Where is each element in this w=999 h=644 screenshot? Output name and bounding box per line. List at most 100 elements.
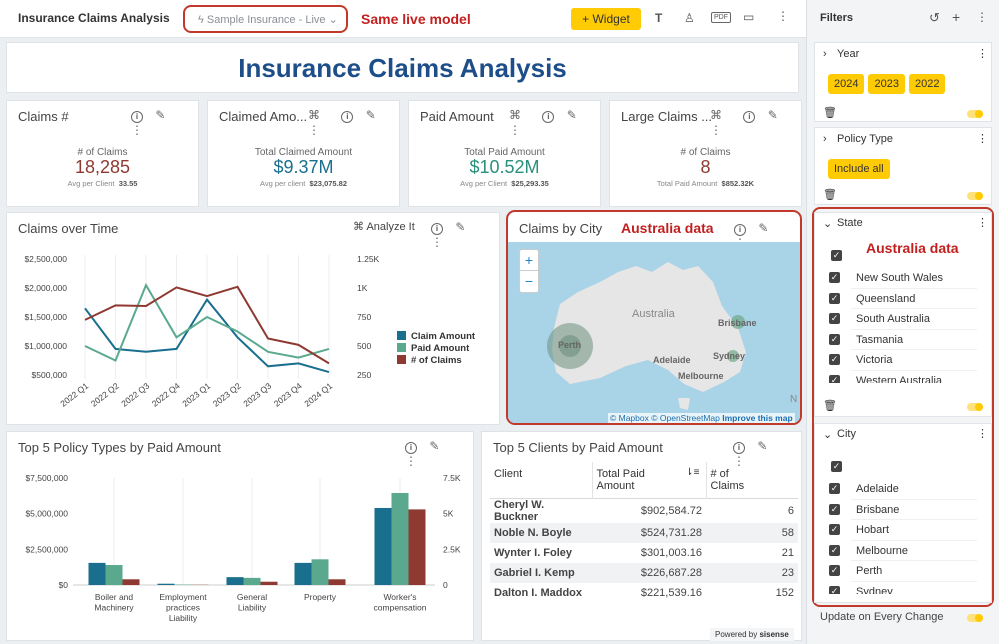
analyze-it-button[interactable]: ⌘ Analyze It [353, 220, 415, 233]
update-toggle[interactable] [967, 614, 983, 622]
city-item[interactable]: ✓ Hobart [815, 520, 993, 541]
select-all-checkbox[interactable]: ✓ [831, 458, 842, 476]
city-item[interactable]: ✓ Brisbane [815, 500, 993, 521]
more-icon[interactable]: ⋮ [431, 235, 452, 249]
reset-icon[interactable]: ↺ [929, 10, 940, 25]
chip-2024[interactable]: 2024 [828, 74, 865, 94]
state-item[interactable]: ✓ Tasmania [815, 330, 993, 351]
info-icon[interactable]: i [542, 111, 555, 123]
more-icon[interactable]: ⋮ [710, 123, 731, 137]
more-icon[interactable]: ⋮ [977, 428, 988, 440]
state-label: Queensland [856, 292, 916, 305]
city-item[interactable]: ✓ Adelaide [815, 479, 993, 500]
state-item[interactable]: ✓ Queensland [815, 289, 993, 310]
table-row[interactable]: Cheryl W. Buckner $902,584.72 6 [490, 498, 798, 523]
trash-icon[interactable]: 🗑 [823, 189, 837, 201]
zoom-in-button[interactable]: + [520, 250, 538, 271]
map-label-sydney: Sydney [713, 351, 745, 361]
monitor-icon[interactable]: ▭ [743, 10, 755, 24]
filter-person-icon[interactable]: ♙ [684, 11, 695, 25]
sort-icon[interactable]: ⇂≡ [685, 467, 700, 478]
more-icon[interactable]: ⋮ [405, 454, 426, 468]
mapbox-link[interactable]: © Mapbox [610, 413, 649, 423]
chip-2023[interactable]: 2023 [868, 74, 905, 94]
sisense-logo: sisense [759, 630, 789, 639]
chip-include-all[interactable]: Include all [828, 159, 890, 179]
col-total-paid-label: Total Paid Amount [596, 468, 645, 492]
chevron-down-icon[interactable]: ⌄ [823, 429, 833, 441]
table-row[interactable]: Gabriel I. Kemp $226,687.28 23 [490, 563, 798, 583]
table-row[interactable]: Dalton I. Maddox $221,539.16 152 [490, 583, 798, 603]
info-icon[interactable]: i [734, 224, 746, 236]
more-icon[interactable]: ⋮ [131, 123, 152, 137]
city-item[interactable]: ✓ Melbourne [815, 541, 993, 562]
info-icon[interactable]: i [405, 442, 417, 454]
add-widget-button[interactable]: + Widget [571, 8, 641, 30]
state-item[interactable]: ✓ Victoria [815, 350, 993, 371]
more-icon[interactable]: ⋮ [977, 217, 988, 229]
edit-icon[interactable]: ✎ [566, 108, 586, 122]
insights-icon[interactable]: ⌘ [710, 108, 731, 122]
add-filter-icon[interactable]: + [952, 9, 961, 25]
kpi-card: Large Claims ... ⌘ i ✎ ⋮ # of Claims 8 T… [609, 100, 802, 207]
trash-icon[interactable]: 🗑 [823, 107, 837, 119]
kpi-sub-value: $25,293.35 [511, 179, 549, 188]
city-item[interactable]: ✓ Perth [815, 561, 993, 582]
text-icon[interactable]: T [655, 11, 663, 25]
edit-icon[interactable]: ✎ [429, 439, 449, 453]
model-selector[interactable]: ϟ Sample Insurance - Live ⌄ [183, 5, 348, 33]
chevron-right-icon[interactable]: › [823, 133, 827, 145]
table-row[interactable]: Wynter I. Foley $301,003.16 21 [490, 543, 798, 563]
cell-claims: 152 [775, 587, 794, 599]
y-tick-label: $5,000,000 [25, 509, 68, 519]
edit-icon[interactable]: ✎ [757, 439, 777, 453]
info-icon[interactable]: i [431, 223, 443, 235]
line-chart: $2,500,000 $2,000,000 $1,500,000 $1,000,000… [24, 254, 475, 409]
kpi-card: Claims # i ✎ ⋮ # of Claims 18,285 Avg pe… [6, 100, 199, 207]
filter-toggle[interactable] [967, 110, 983, 118]
edit-icon[interactable]: ✎ [758, 221, 778, 235]
check-icon: ✓ [829, 524, 840, 535]
insights-icon[interactable]: ⌘ [308, 108, 329, 122]
osm-link[interactable]: © OpenStreetMap [651, 413, 720, 423]
more-icon[interactable]: ⋮ [777, 9, 789, 23]
improve-map-link[interactable]: Improve this map [722, 413, 793, 423]
edit-icon[interactable]: ✎ [455, 220, 475, 234]
info-icon[interactable]: i [733, 442, 745, 454]
insights-icon[interactable]: ⌘ [509, 108, 530, 122]
map-label-brisbane: Brisbane [718, 318, 757, 328]
y2-tick-label: 1.25K [357, 254, 380, 264]
map-label-adelaide: Adelaide [653, 355, 691, 365]
chevron-down-icon[interactable]: ⌄ [823, 218, 833, 230]
more-icon[interactable]: ⋮ [977, 133, 988, 145]
chip-2022[interactable]: 2022 [908, 74, 946, 94]
state-item[interactable]: ✓ South Australia [815, 309, 993, 330]
info-icon[interactable]: i [341, 111, 354, 123]
filter-toggle[interactable] [967, 403, 983, 411]
more-icon[interactable]: ⋮ [509, 123, 530, 137]
edit-icon[interactable]: ✎ [155, 108, 175, 122]
col-client[interactable]: Client [494, 468, 523, 480]
more-icon[interactable]: ⋮ [976, 10, 988, 24]
more-icon[interactable]: ⋮ [977, 48, 988, 60]
col-num-claims[interactable]: # of Claims [705, 462, 798, 499]
more-icon[interactable]: ⋮ [308, 123, 329, 137]
zoom-out-button[interactable]: − [524, 273, 534, 289]
col-total-paid[interactable]: Total Paid Amount ⇂≡ [591, 462, 706, 499]
filter-toggle[interactable] [967, 192, 983, 200]
select-all-checkbox[interactable]: ✓ [831, 247, 842, 265]
state-item[interactable]: ✓ New South Wales [815, 268, 993, 289]
trash-icon[interactable]: 🗑 [823, 400, 837, 412]
state-item[interactable]: ✓ Western Australia [815, 371, 993, 383]
brisbane-bubble[interactable] [731, 315, 745, 329]
sydney-bubble[interactable] [727, 350, 739, 362]
chevron-right-icon[interactable]: › [823, 48, 827, 60]
city-item[interactable]: ✓ Sydney [815, 582, 993, 594]
pdf-icon[interactable]: PDF [711, 12, 731, 23]
info-icon[interactable]: i [743, 111, 756, 123]
edit-icon[interactable]: ✎ [767, 108, 787, 122]
edit-icon[interactable]: ✎ [365, 108, 385, 122]
info-icon[interactable]: i [131, 111, 143, 123]
table-row[interactable]: Noble N. Boyle $524,731.28 58 [490, 523, 798, 543]
state-list: ✓ New South Wales ✓ Queensland ✓ South Austra… [815, 268, 993, 383]
